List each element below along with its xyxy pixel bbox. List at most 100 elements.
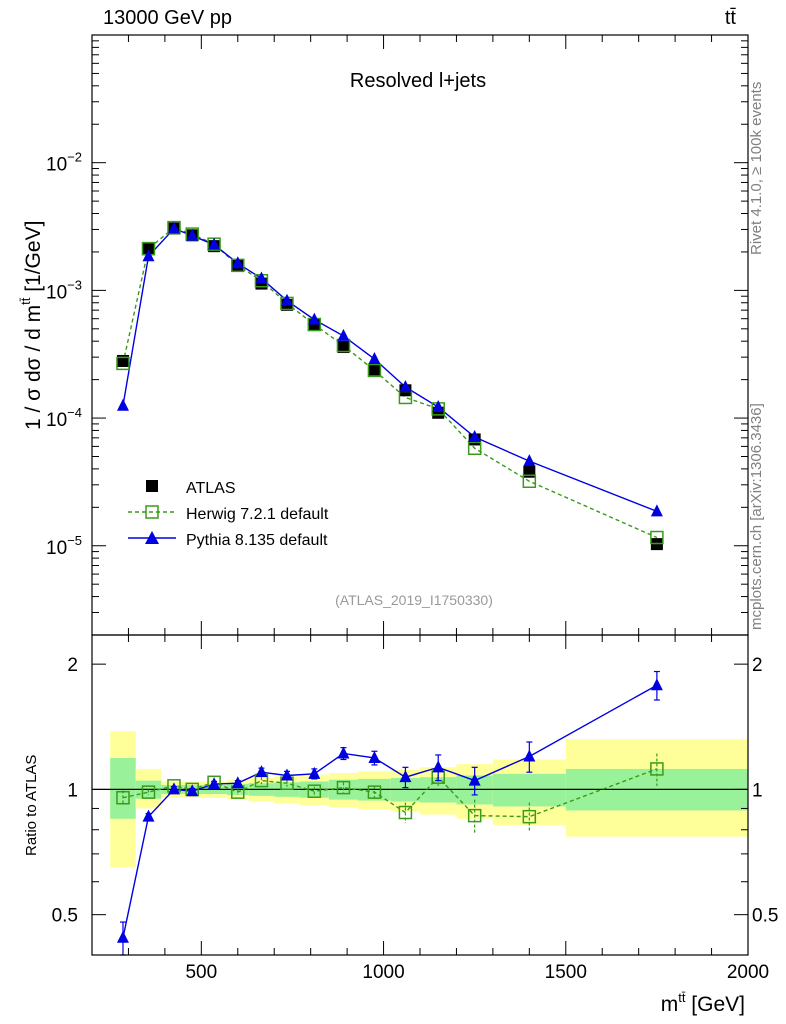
ratio-x-tick-label: 500 [185,962,217,983]
ratio-y-tick-label-left: 1 [67,780,78,801]
main-y-tick-label: 10−2 [46,150,82,176]
ratio-x-tick-label: 1500 [545,962,587,983]
ratio-y-axis-label: Ratio to ATLAS [23,755,40,856]
ratio-band-inner [110,757,136,819]
ratio-herwig-point [650,762,664,776]
pythia-point [432,400,445,413]
ratio-x-tick-label: 1000 [362,962,404,983]
ratio-pythia-point [168,782,180,795]
x-label-unit: [GeV] [685,993,745,1016]
pythia-point [208,237,221,250]
herwig-point [367,363,382,378]
pythia-point [142,249,155,262]
process-label: tt̄ [725,7,737,29]
herwig-point [116,356,130,371]
pythia-point [337,328,350,341]
legend-pythia-marker [145,531,159,544]
x-label-sup: tt̄ [678,990,686,1005]
ratio-y-tick-label-right: 1 [752,780,763,801]
main-x-ticks [91,35,749,635]
ratio-pythia-point [231,776,244,789]
pythia-point [255,271,268,284]
ratio-y-tick-label-left: 0.5 [52,906,78,927]
y-label-sup: tt̄ [18,297,33,305]
legend-pythia-label: Pythia 8.135 default [186,532,328,549]
tick-exponent: −4 [67,405,82,420]
ratio-panel: 0.5 0.5 1 1 2 2 500 1000 1500 2000 Ratio to ATLA… [23,634,778,1016]
herwig-point [650,530,664,545]
pythia-point [168,221,180,234]
legend-herwig-marker [145,505,159,519]
legend-atlas-label: ATLAS [186,480,236,497]
pythia-point [523,454,536,467]
ratio-pythia-point [208,777,221,790]
analysis-id: (ATLAS_2019_I1750330) [335,592,493,608]
main-y-tick-label: 10−5 [46,533,82,559]
ratio-pythia-point [650,678,663,691]
tick-exponent: −3 [67,277,82,292]
ratio-plot-area [116,670,664,956]
pythia-point [468,430,481,443]
ratio-pythia-line [122,684,658,938]
ratio-y-tick-label-left: 2 [67,655,78,676]
pythia-point [280,293,293,306]
pythia-point [368,352,381,365]
main-plot-area [116,220,664,551]
ratio-pythia-point [255,765,268,778]
ratio-pythia-point [280,768,293,781]
y-label-unit: [1/GeV] [22,221,45,298]
ratio-y-tick-label-right: 2 [752,655,763,676]
ratio-herwig-point [116,790,130,805]
tick-base: 10 [46,155,67,176]
ratio-y-ticks: 0.5 0.5 1 1 2 2 [52,655,778,956]
tick-base: 10 [46,282,67,303]
y-label-main: 1 / σ dσ / d m [22,305,45,430]
ratio-uncertainty-bands [110,731,748,868]
ratio-pythia-point [468,773,481,786]
legend-atlas-marker [146,480,158,492]
pythia-point [231,256,244,269]
x-axis-label: mtt̄ [GeV] [661,990,745,1016]
ratio-pythia-point [368,750,381,763]
ratio-pythia-point [186,784,199,797]
main-y-tick-label: 10−3 [46,277,82,303]
ratio-herwig-point [522,809,537,824]
ratio-herwig-point [467,808,482,823]
atlas-point [337,341,350,354]
main-title: Resolved l+jets [350,70,486,92]
energy-label: 13000 GeV pp [103,7,232,29]
ratio-y-tick-label-right: 0.5 [752,906,778,927]
mcplots-label: mcplots.cern.ch [arXiv:1306.3436] [748,403,765,630]
tick-base: 10 [46,410,67,431]
tick-exponent: −2 [67,150,82,165]
pythia-point [308,312,321,325]
ratio-x-ticks: 500 1000 1500 2000 [91,635,769,983]
pythia-point [399,380,412,393]
ratio-herwig-point [398,805,413,820]
ratio-herwig-point [336,780,351,795]
ratio-pythia-point [432,760,445,773]
pythia-point [186,228,199,241]
ratio-pythia-point [116,930,129,943]
rivet-label: Rivet 4.1.0, ≥ 100k events [748,82,765,255]
main-y-ticks: 10−510−410−310−2 [46,34,748,636]
ratio-herwig-point [367,785,382,799]
x-label-main: m [661,993,679,1016]
ratio-pythia-point [308,766,321,779]
ratio-x-tick-label: 2000 [727,962,769,983]
herwig-point [522,474,537,488]
legend: ATLAS Herwig 7.2.1 default Pythia 8.135 … [128,480,329,549]
ratio-herwig-point [141,785,156,799]
pythia-point [116,398,129,411]
tick-exponent: −5 [67,533,82,548]
ratio-pythia-point [399,770,412,783]
ratio-pythia-point [337,746,350,759]
herwig-point [467,441,482,456]
ratio-band-inner [492,773,566,807]
ratio-pythia-point [142,809,155,822]
ratio-pythia-point [523,749,536,762]
main-y-axis-label: 1 / σ dσ / d mtt̄ [1/GeV] [18,221,45,430]
atlas-point [368,363,381,376]
ratio-herwig-point [307,784,322,798]
